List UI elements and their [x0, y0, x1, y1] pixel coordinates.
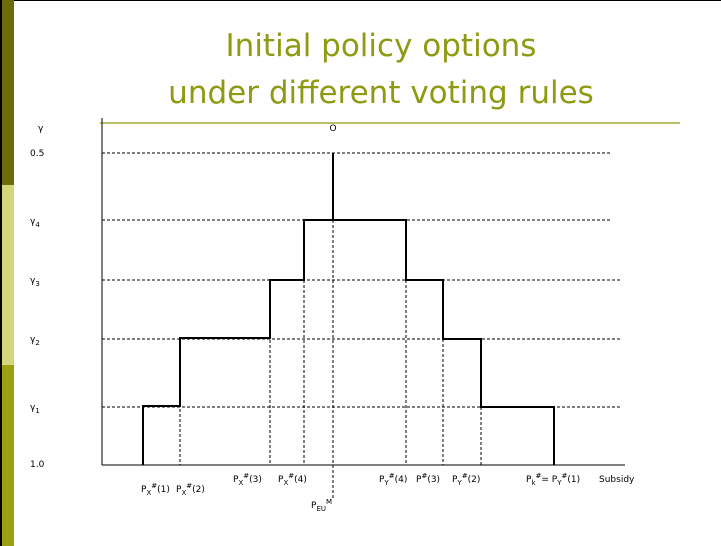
x-label: PY#(2) — [452, 472, 480, 487]
label-base: 0.5 — [30, 149, 44, 159]
x-label: PX#(3) — [233, 472, 262, 487]
y-label: γ2 — [30, 335, 40, 347]
side-band-top — [2, 0, 14, 185]
label-sub: Y — [556, 479, 562, 487]
x-label: Pk#= PY#(1) — [526, 472, 580, 487]
label-sup: # — [186, 482, 192, 490]
x-label: PX#(2) — [176, 482, 205, 497]
label-sub: k — [531, 479, 536, 487]
label-sup: # — [389, 472, 395, 480]
label-base: 1.0 — [30, 460, 45, 470]
label-base: P — [452, 475, 458, 485]
y-label: γ — [38, 124, 44, 134]
label-base: γ — [30, 335, 36, 345]
label-base: P — [141, 485, 147, 495]
label-after: (2) — [192, 485, 205, 495]
label-sup: # — [536, 472, 542, 480]
y-label: 1.0 — [30, 460, 45, 470]
label-after: (3) — [249, 475, 262, 485]
side-band-bottom — [2, 365, 14, 546]
y-label: γ1 — [30, 403, 40, 415]
label-base: γ — [30, 403, 36, 413]
label-sup: # — [243, 472, 249, 480]
label-sub: Y — [383, 479, 389, 487]
x-label: P#(3) — [416, 472, 440, 485]
label-after: (3) — [427, 475, 440, 485]
x-label: PEUM — [311, 498, 332, 513]
label-after: (1) — [157, 485, 170, 495]
label-sup: # — [288, 472, 294, 480]
label-base: Subsidy — [599, 475, 635, 485]
label-after: (4) — [395, 475, 408, 485]
y-label: 0.5 — [30, 149, 44, 159]
label-sub: Y — [456, 479, 462, 487]
label-sub: X — [146, 489, 151, 497]
origin-label: O — [329, 124, 336, 134]
label-base: γ — [30, 217, 36, 227]
y-label: γ4 — [30, 217, 40, 229]
label-base: P — [311, 501, 317, 511]
label-sup: # — [562, 472, 568, 480]
label-base: P — [379, 475, 385, 485]
label-base: γ — [30, 276, 36, 286]
label-sup: # — [421, 472, 427, 480]
label-sub: 4 — [35, 221, 40, 229]
title-line: under different voting rules — [168, 75, 594, 111]
label-sub: EU — [316, 505, 326, 513]
label-sub: 2 — [35, 339, 39, 347]
x-label: Subsidy — [599, 475, 635, 485]
label-sub: 3 — [35, 280, 39, 288]
label-after: = — [541, 475, 551, 485]
label-base: P — [416, 475, 422, 485]
label-base: P — [176, 485, 182, 495]
x-label: PX#(1) — [141, 482, 170, 497]
label-base: P — [526, 475, 532, 485]
label-sup: # — [151, 482, 157, 490]
label-sub: 1 — [35, 407, 39, 415]
label-sub: X — [181, 489, 186, 497]
label-base: γ — [38, 124, 44, 134]
label-after: (4) — [294, 475, 307, 485]
y-label: γ3 — [30, 276, 40, 288]
label-base: P — [552, 475, 558, 485]
side-band-middle — [2, 185, 14, 365]
title-line: Initial policy options — [226, 28, 537, 64]
label-base: P — [278, 475, 284, 485]
x-label: PY#(4) — [379, 472, 407, 487]
label-sup: # — [462, 472, 468, 480]
x-label: PX#(4) — [278, 472, 307, 487]
label-sub: X — [283, 479, 288, 487]
label-base: P — [233, 475, 239, 485]
label-sub: X — [238, 479, 243, 487]
step-curve — [142, 153, 555, 465]
left-border — [0, 0, 2, 546]
label-sup: M — [326, 498, 332, 506]
label-after: (2) — [468, 475, 481, 485]
label-after: (1) — [567, 475, 580, 485]
